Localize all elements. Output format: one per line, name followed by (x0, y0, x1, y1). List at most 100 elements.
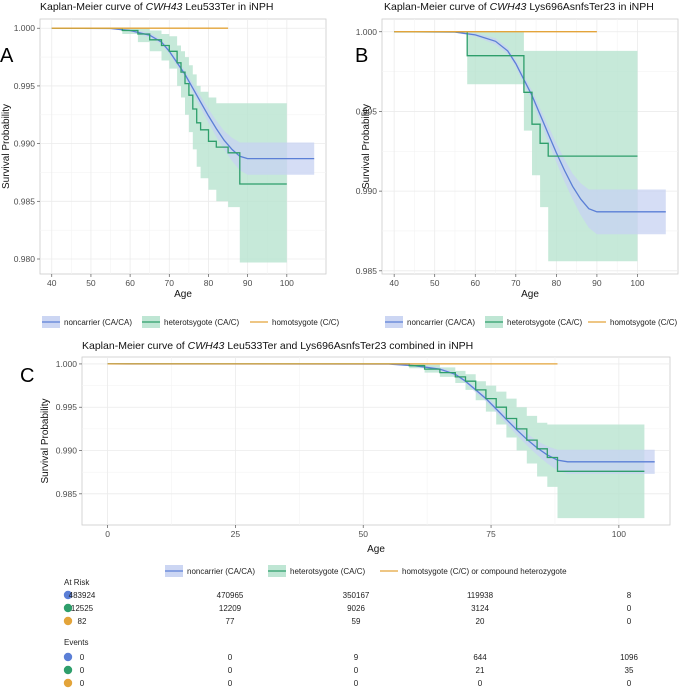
legend-panel-c: noncarrier (CA/CA) heterotsygote (CA/C) ho… (165, 565, 567, 577)
x-tick-label: 90 (592, 278, 602, 288)
x-tick-label: 100 (630, 278, 644, 288)
x-tick-label: 90 (243, 278, 253, 288)
title-suffix: Lys696AsnfsTer23 in iNPH (526, 1, 653, 13)
events-cell: 35 (625, 666, 634, 675)
y-tick-label: 0.985 (56, 489, 78, 499)
title-gene: CWH43 (490, 1, 527, 13)
panel-letter: B (355, 45, 368, 67)
legend-label-heterozygote: heterotsygote (CA/C) (507, 318, 582, 327)
panel-b: 40 50 60 70 80 90 100 0.985 0.990 0.995 1.000 Kapla… (355, 1, 679, 300)
panel-a: 40 50 60 70 80 90 100 0.980 0.985 0.990 0.995 1.000… (0, 1, 327, 300)
y-tick-label: 1.000 (56, 359, 78, 369)
at-risk-cell: 3124 (471, 604, 489, 613)
x-tick-label: 100 (280, 278, 294, 288)
events-cell: 0 (228, 653, 233, 662)
x-tick-label: 100 (612, 529, 626, 539)
at-risk-cell: 20 (476, 617, 485, 626)
y-tick-label: 0.980 (14, 254, 36, 264)
events-cell: 0 (354, 679, 359, 688)
x-tick-label: 40 (389, 278, 399, 288)
events-cell: 0 (354, 666, 359, 675)
x-tick-label: 0 (105, 529, 110, 539)
title-suffix: Leu533Ter in iNPH (182, 1, 273, 13)
x-tick-label: 40 (47, 278, 57, 288)
at-risk-cell: 77 (226, 617, 235, 626)
legend-label-noncarrier: noncarrier (CA/CA) (64, 318, 132, 327)
y-axis-label: Survival Probability (1, 104, 12, 189)
y-tick-label: 1.000 (356, 27, 378, 37)
row-dot-noncarrier (63, 652, 73, 662)
legend-panel-a: noncarrier (CA/CA) heterotsygote (CA/C) ho… (42, 316, 339, 328)
legend-label-noncarrier: noncarrier (CA/CA) (187, 567, 255, 576)
events-title: Events (64, 638, 88, 647)
panel-title: Kaplan-Meier curve of CWH43 Leu533Ter an… (82, 340, 473, 352)
y-tick-label: 1.000 (14, 23, 36, 33)
noncarrier-ci-band (394, 31, 666, 235)
panel-title: Kaplan-Meier curve of CWH43 Lys696AsnfsT… (384, 1, 654, 13)
events-cell: 9 (354, 653, 359, 662)
legend-label-homozygote: homotsygote (C/C) (610, 318, 677, 327)
events-cell: 0 (80, 653, 85, 662)
events-cell: 644 (473, 653, 487, 662)
title-gene: CWH43 (188, 340, 225, 352)
at-risk-cell: 12209 (219, 604, 242, 613)
panel-c: 0 25 50 75 100 0.985 0.990 0.995 1.000 Kaplan-Mei… (20, 340, 671, 555)
noncarrier-survival-line (394, 31, 666, 213)
at-risk-cell: 8 (627, 591, 632, 600)
x-tick-label: 25 (231, 529, 241, 539)
legend-label-heterozygote: heterotsygote (CA/C) (164, 318, 239, 327)
risk-table: At Risk 483924 470965 350167 119938 8 12525 122… (63, 578, 638, 688)
events-cell: 0 (478, 679, 483, 688)
x-tick-label: 75 (486, 529, 496, 539)
heterozygote-survival-line (107, 363, 645, 472)
y-tick-label: 0.990 (14, 139, 36, 149)
at-risk-cell: 483924 (69, 591, 96, 600)
y-tick-label: 0.995 (14, 81, 36, 91)
title-suffix: Leu533Ter and Lys696AsnfsTer23 combined … (224, 340, 473, 352)
y-axis-label: Survival Probability (40, 398, 51, 483)
x-axis-label: Age (367, 544, 385, 555)
noncarrier-ci-band (107, 363, 655, 474)
row-dot-heterozygote (63, 665, 73, 675)
legend-panel-b: noncarrier (CA/CA) heterotsygote (CA/C) ho… (385, 316, 677, 328)
legend-label-homozygote: homotsygote (C/C) or compound heterozygo… (402, 567, 567, 576)
y-tick-label: 0.995 (356, 106, 378, 116)
panel-letter: C (20, 365, 34, 387)
x-axis-label: Age (174, 289, 192, 300)
panel-title: Kaplan-Meier curve of CWH43 Leu533Ter in… (40, 1, 273, 13)
at-risk-cell: 119938 (467, 591, 494, 600)
noncarrier-ci-band (51, 28, 315, 175)
x-tick-label: 60 (125, 278, 135, 288)
x-tick-label: 50 (86, 278, 96, 288)
y-tick-label: 0.985 (14, 196, 36, 206)
y-tick-label: 0.990 (56, 446, 78, 456)
x-tick-label: 50 (430, 278, 440, 288)
heterozygote-survival-line (51, 27, 287, 185)
events-cell: 0 (228, 666, 233, 675)
row-dot-heterozygote (63, 603, 73, 613)
y-tick-label: 0.985 (356, 266, 378, 276)
row-dot-homozygote (63, 678, 73, 688)
at-risk-cell: 470965 (217, 591, 244, 600)
legend-label-heterozygote: heterotsygote (CA/C) (290, 567, 365, 576)
x-tick-label: 70 (511, 278, 521, 288)
row-dot-homozygote (63, 616, 73, 626)
events-cell: 0 (627, 679, 632, 688)
legend-label-homozygote: homotsygote (C/C) (272, 318, 339, 327)
title-gene: CWH43 (146, 1, 183, 13)
title-prefix: Kaplan-Meier curve of (82, 340, 188, 352)
heterozygote-ci-band (107, 363, 645, 519)
at-risk-cell: 12525 (71, 604, 94, 613)
at-risk-title: At Risk (64, 578, 90, 587)
events-cell: 0 (80, 666, 85, 675)
heterozygote-survival-line (394, 31, 638, 157)
x-tick-label: 60 (471, 278, 481, 288)
events-cell: 21 (476, 666, 485, 675)
title-prefix: Kaplan-Meier curve of (384, 1, 490, 13)
at-risk-cell: 82 (78, 617, 87, 626)
panel-letter: A (0, 45, 14, 67)
legend-label-noncarrier: noncarrier (CA/CA) (407, 318, 475, 327)
y-tick-label: 0.990 (356, 186, 378, 196)
x-tick-label: 80 (204, 278, 214, 288)
